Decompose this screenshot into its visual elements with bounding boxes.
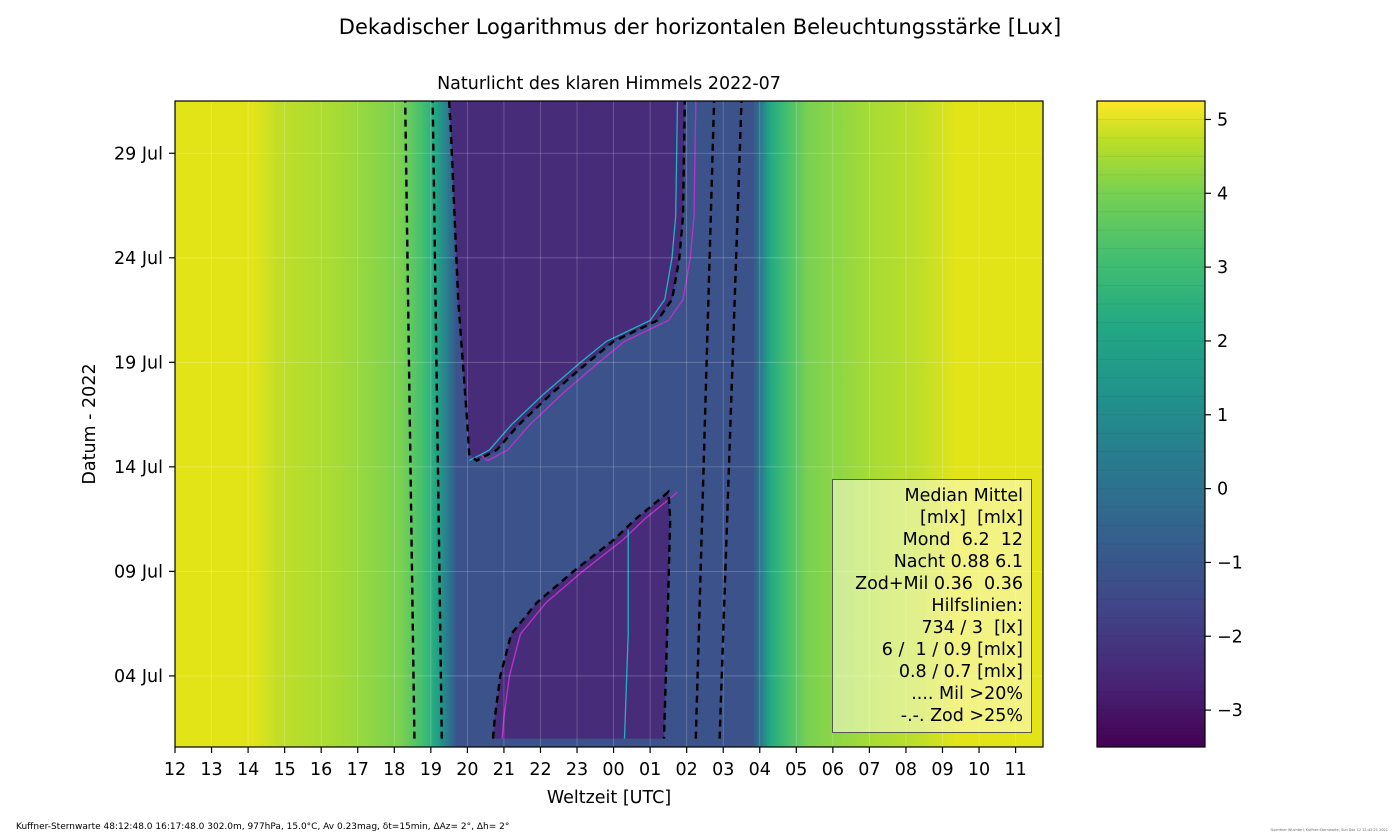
x-tick-label: 04 bbox=[749, 760, 771, 780]
x-tick-label: 17 bbox=[347, 760, 369, 780]
x-tick-label: 00 bbox=[602, 760, 624, 780]
y-axis-label: Datum - 2022 bbox=[80, 363, 100, 484]
colorbar-tick-label: −3 bbox=[1217, 701, 1243, 721]
colorbar-gradient bbox=[1097, 101, 1205, 747]
moon-contour-magenta bbox=[479, 101, 697, 462]
colorbar-tick-label: 4 bbox=[1217, 184, 1228, 204]
moon-contour-dashed bbox=[447, 101, 686, 463]
y-tick-label: 24 Jul bbox=[114, 249, 163, 269]
x-tick-label: 15 bbox=[274, 760, 296, 780]
x-tick-label: 05 bbox=[785, 760, 807, 780]
x-tick-label: 22 bbox=[529, 760, 551, 780]
stats-legend: Median Mittel [mlx] [mlx] Mond 6.2 12 Na… bbox=[832, 479, 1032, 733]
moon-contour-magenta bbox=[501, 491, 678, 739]
legend-line: .... Mil >20% bbox=[911, 684, 1023, 704]
legend-line: 0.8 / 0.7 [mlx] bbox=[898, 662, 1023, 682]
colorbar-tick-label: 2 bbox=[1217, 332, 1228, 352]
x-tick-label: 11 bbox=[1004, 760, 1026, 780]
y-tick-label: 14 Jul bbox=[114, 458, 163, 478]
colorbar-tick-label: 5 bbox=[1217, 110, 1228, 130]
x-tick-label: 01 bbox=[639, 760, 661, 780]
legend-line: [mlx] [mlx] bbox=[920, 508, 1023, 528]
legend-line: 6 / 1 / 0.9 [mlx] bbox=[881, 640, 1023, 660]
x-tick-label: 08 bbox=[895, 760, 917, 780]
x-tick-label: 20 bbox=[456, 760, 478, 780]
legend-line: Mond 6.2 12 bbox=[902, 530, 1023, 550]
legend-line: Zod+Mil 0.36 0.36 bbox=[855, 574, 1023, 594]
colorbar-tick-label: −1 bbox=[1217, 553, 1243, 573]
plot-frame bbox=[174, 100, 1044, 748]
legend-line: -.-. Zod >25% bbox=[900, 706, 1023, 726]
colorbar-frame bbox=[1096, 100, 1206, 748]
twilight-contour-evening bbox=[404, 101, 416, 739]
x-tick-label: 03 bbox=[712, 760, 734, 780]
observatory-footer: Kuffner-Sternwarte 48:12:48.0 16:17:48.0… bbox=[16, 822, 510, 832]
colorbar-tick-label: 0 bbox=[1217, 480, 1228, 500]
moon-contour-cyan bbox=[623, 529, 629, 739]
chart-subtitle: Naturlicht des klaren Himmels 2022-07 bbox=[437, 74, 781, 94]
legend-line: Nacht 0.88 6.1 bbox=[893, 552, 1023, 572]
y-tick-label: 04 Jul bbox=[114, 667, 163, 687]
x-tick-label: 09 bbox=[931, 760, 953, 780]
x-tick-label: 13 bbox=[200, 760, 222, 780]
x-tick-label: 02 bbox=[676, 760, 698, 780]
legend-line: Hilfslinien: bbox=[931, 596, 1023, 616]
x-axis-label: Weltzeit [UTC] bbox=[547, 788, 671, 808]
y-tick-label: 29 Jul bbox=[114, 144, 163, 164]
colorbar: 5 4 3 2 1 0 −1 −2 −3 bbox=[1096, 100, 1243, 748]
colorbar-tick-label: −2 bbox=[1217, 627, 1243, 647]
chart-title: Dekadischer Logarithmus der horizontalen… bbox=[339, 15, 1061, 39]
legend-line: 734 / 3 [lx] bbox=[921, 618, 1023, 638]
x-tick-label: 23 bbox=[566, 760, 588, 780]
plot-area bbox=[175, 101, 1043, 747]
x-tick-label: 14 bbox=[237, 760, 259, 780]
twilight-contour-morning bbox=[694, 101, 716, 739]
colorbar-tick-label: 1 bbox=[1217, 406, 1228, 426]
y-tick-label: 19 Jul bbox=[114, 353, 163, 373]
legend-line: Median Mittel bbox=[904, 486, 1023, 506]
x-tick-label: 07 bbox=[858, 760, 880, 780]
x-tick-label: 16 bbox=[310, 760, 332, 780]
x-tick-label: 19 bbox=[420, 760, 442, 780]
colorbar-tick-label: 3 bbox=[1217, 258, 1228, 278]
dark-night-region-early bbox=[493, 491, 671, 739]
x-tick-label: 21 bbox=[493, 760, 515, 780]
author-credit: Guenther Wuchterl, Kuffner-Sternwarte, S… bbox=[1270, 828, 1388, 832]
dark-night-region-late bbox=[449, 101, 685, 461]
moon-contour-dashed bbox=[491, 489, 672, 739]
x-tick-label: 12 bbox=[164, 760, 186, 780]
twilight-contour-evening bbox=[431, 101, 443, 739]
x-tick-label: 06 bbox=[822, 760, 844, 780]
moon-contour-cyan bbox=[468, 101, 679, 462]
x-tick-label: 10 bbox=[968, 760, 990, 780]
twilight-contour-morning bbox=[718, 101, 743, 739]
y-tick-label: 09 Jul bbox=[114, 562, 163, 582]
x-tick-label: 18 bbox=[383, 760, 405, 780]
